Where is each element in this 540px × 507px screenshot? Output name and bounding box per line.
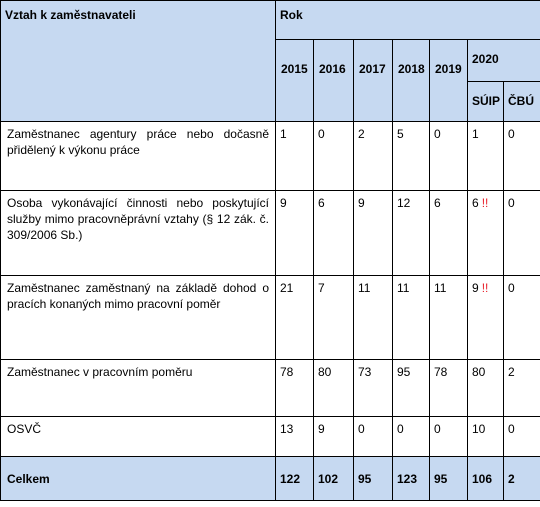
table-cell: 21 (275, 275, 314, 360)
table-cell: 2 (502, 456, 540, 501)
year-2016-header: 2016 (313, 39, 354, 122)
table-cell: 102 (313, 456, 354, 501)
table-cell: 9 (275, 190, 314, 276)
table-cell: 0 (502, 190, 540, 276)
table-cell: 7 (313, 275, 354, 360)
table-cell: 11 (353, 275, 393, 360)
table-cell: 1 (275, 121, 314, 191)
suip-header: SÚIP (467, 81, 504, 122)
cell-value: 9 (472, 281, 479, 295)
table-cell: 80 (313, 359, 354, 417)
year-2015-header: 2015 (275, 39, 314, 122)
relation-header: Vztah k zaměstnavateli (0, 0, 276, 122)
year-2017-header: 2017 (353, 39, 393, 122)
table-cell: 12 (392, 190, 430, 276)
table-cell: 123 (392, 456, 430, 501)
table-row: Zaměstnanec v pracovním poměru 78 80 73 … (0, 359, 540, 417)
table-cell: 95 (429, 456, 468, 501)
table-cell: 0 (392, 416, 430, 457)
table-cell: 10 (467, 416, 504, 457)
table-row: Zaměstnanec agentury práce nebo dočasně … (0, 121, 540, 191)
table-cell: 13 (275, 416, 314, 457)
table-cell: 0 (429, 121, 468, 191)
table-cell: 11 (429, 275, 468, 360)
table-cell: 6 (313, 190, 354, 276)
row-label: Osoba vykonávající činnosti nebo poskytu… (0, 190, 276, 276)
table-cell: 6!! (467, 190, 504, 276)
year-header: Rok (274, 0, 540, 40)
total-row: Celkem 122 102 95 123 95 106 2 (0, 456, 540, 501)
row-label: OSVČ (0, 416, 276, 457)
table-cell: 95 (392, 359, 430, 417)
table-cell: 0 (313, 121, 354, 191)
table-cell: 80 (467, 359, 504, 417)
table-cell: 0 (353, 416, 393, 457)
cell-value: 6 (472, 196, 479, 210)
table-cell: 2 (353, 121, 393, 191)
table-cell: 0 (502, 121, 540, 191)
warning-mark: !! (481, 281, 489, 295)
table-cell: 73 (353, 359, 393, 417)
table-cell: 9 (313, 416, 354, 457)
table-cell: 0 (502, 416, 540, 457)
total-label: Celkem (0, 456, 276, 501)
table-row: Osoba vykonávající činnosti nebo poskytu… (0, 190, 540, 276)
row-label: Zaměstnanec agentury práce nebo dočasně … (0, 121, 276, 191)
table-cell: 2 (502, 359, 540, 417)
table-cell: 1 (467, 121, 504, 191)
year-2018-header: 2018 (392, 39, 430, 122)
cbu-header: ČBÚ (502, 81, 540, 122)
year-2020-header: 2020 (466, 39, 540, 82)
table-cell: 0 (502, 275, 540, 360)
row-label: Zaměstnanec zaměstnaný na základě dohod … (0, 275, 276, 360)
table-cell: 5 (392, 121, 430, 191)
table-cell: 9 (353, 190, 393, 276)
year-2019-header: 2019 (429, 39, 468, 122)
table-cell: 106 (467, 456, 504, 501)
table-cell: 11 (392, 275, 430, 360)
table-cell: 6 (429, 190, 468, 276)
table-cell: 0 (429, 416, 468, 457)
table-cell: 9!! (467, 275, 504, 360)
table-row: Zaměstnanec zaměstnaný na základě dohod … (0, 275, 540, 360)
warning-mark: !! (481, 196, 489, 210)
header-row-1: Vztah k zaměstnavateli Rok (0, 0, 540, 122)
table-cell: 95 (353, 456, 393, 501)
row-label: Zaměstnanec v pracovním poměru (0, 359, 276, 417)
table-cell: 122 (275, 456, 314, 501)
table-cell: 78 (429, 359, 468, 417)
table-row: OSVČ 13 9 0 0 0 10 0 (0, 416, 540, 457)
table-cell: 78 (275, 359, 314, 417)
